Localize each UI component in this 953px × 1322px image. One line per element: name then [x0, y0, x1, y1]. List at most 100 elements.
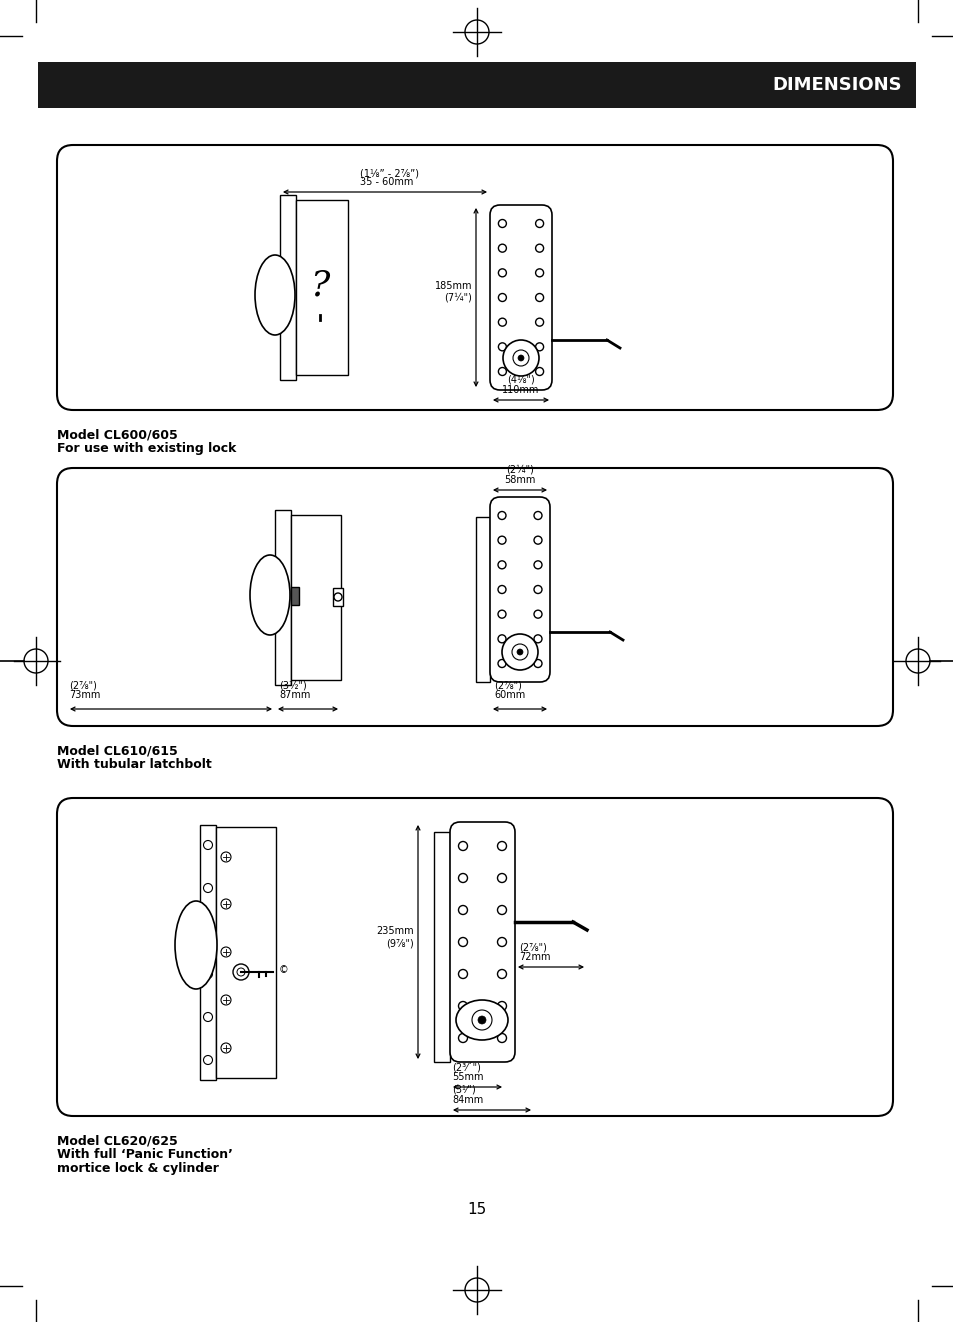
Circle shape: [458, 906, 467, 915]
Text: 60mm: 60mm: [494, 690, 525, 701]
Circle shape: [221, 947, 231, 957]
Text: mortice lock & cylinder: mortice lock & cylinder: [57, 1162, 218, 1175]
Circle shape: [458, 874, 467, 883]
Bar: [291, 587, 298, 605]
Circle shape: [203, 1013, 213, 1022]
Circle shape: [502, 340, 538, 375]
Text: (2³⁄΄"): (2³⁄΄"): [452, 1062, 480, 1072]
Text: Model CL620/625: Model CL620/625: [57, 1134, 177, 1147]
Circle shape: [534, 561, 541, 568]
Circle shape: [497, 874, 506, 883]
Circle shape: [497, 342, 506, 350]
Circle shape: [203, 883, 213, 892]
Text: Model CL600/605: Model CL600/605: [57, 428, 177, 442]
Circle shape: [203, 927, 213, 936]
Circle shape: [203, 841, 213, 850]
Circle shape: [477, 1017, 485, 1025]
Circle shape: [497, 635, 505, 642]
FancyBboxPatch shape: [57, 145, 892, 410]
Text: (3⅟"): (3⅟"): [452, 1085, 476, 1095]
Circle shape: [512, 644, 527, 660]
Text: (9⅞"): (9⅞"): [386, 939, 414, 948]
Circle shape: [458, 937, 467, 947]
Bar: [215, 828, 275, 1077]
Text: 58mm: 58mm: [504, 475, 536, 485]
Text: 84mm: 84mm: [452, 1095, 483, 1105]
Text: 73mm: 73mm: [69, 690, 100, 701]
Circle shape: [221, 851, 231, 862]
Text: With full ‘Panic Function’: With full ‘Panic Function’: [57, 1147, 233, 1161]
Text: (2⅞"): (2⅞"): [494, 680, 521, 690]
Circle shape: [497, 1002, 506, 1010]
FancyBboxPatch shape: [450, 822, 515, 1062]
Circle shape: [497, 586, 505, 594]
Text: 15: 15: [467, 1203, 486, 1218]
Circle shape: [497, 660, 505, 668]
Text: ©: ©: [278, 965, 289, 976]
Ellipse shape: [250, 555, 290, 635]
Circle shape: [221, 995, 231, 1005]
Text: (2⅞"): (2⅞"): [69, 680, 97, 690]
Text: (2⅞"): (2⅞"): [518, 943, 546, 952]
Circle shape: [497, 611, 505, 619]
Circle shape: [534, 611, 541, 619]
Circle shape: [535, 293, 543, 301]
Text: 185mm: 185mm: [434, 282, 472, 291]
Bar: [295, 200, 348, 375]
Circle shape: [472, 1010, 492, 1030]
Circle shape: [458, 1034, 467, 1043]
Bar: [291, 516, 340, 680]
Text: 35 - 60mm: 35 - 60mm: [359, 177, 413, 186]
Circle shape: [458, 842, 467, 850]
Circle shape: [535, 342, 543, 350]
Bar: [38, 62, 915, 108]
Bar: [274, 510, 291, 685]
Circle shape: [497, 268, 506, 276]
Circle shape: [535, 368, 543, 375]
Circle shape: [203, 1055, 213, 1064]
Circle shape: [497, 245, 506, 253]
Circle shape: [497, 219, 506, 227]
Text: With tubular latchbolt: With tubular latchbolt: [57, 758, 212, 771]
Circle shape: [497, 969, 506, 978]
Text: 235mm: 235mm: [376, 925, 414, 936]
Circle shape: [497, 842, 506, 850]
Circle shape: [513, 350, 529, 366]
Ellipse shape: [174, 902, 216, 989]
Circle shape: [497, 512, 505, 520]
Text: DIMENSIONS: DIMENSIONS: [772, 75, 901, 94]
Bar: [200, 825, 215, 1080]
Text: 87mm: 87mm: [278, 690, 310, 701]
Text: Model CL610/615: Model CL610/615: [57, 744, 177, 758]
Circle shape: [535, 319, 543, 327]
Text: ?: ?: [310, 268, 330, 301]
Circle shape: [534, 537, 541, 545]
Circle shape: [334, 594, 341, 602]
Circle shape: [517, 649, 522, 654]
Text: (2¼"): (2¼"): [505, 465, 534, 475]
Circle shape: [497, 561, 505, 568]
Bar: [476, 517, 490, 682]
Circle shape: [535, 219, 543, 227]
Circle shape: [535, 268, 543, 276]
Ellipse shape: [456, 999, 507, 1040]
Bar: [434, 832, 450, 1062]
Circle shape: [535, 245, 543, 253]
Circle shape: [203, 969, 213, 978]
Text: (7¼"): (7¼"): [444, 293, 472, 303]
FancyBboxPatch shape: [490, 205, 552, 390]
Text: 55mm: 55mm: [452, 1072, 483, 1081]
Circle shape: [458, 969, 467, 978]
Circle shape: [534, 660, 541, 668]
Bar: [280, 196, 295, 379]
Text: 72mm: 72mm: [518, 952, 550, 962]
Circle shape: [236, 968, 245, 976]
Circle shape: [534, 586, 541, 594]
Text: For use with existing lock: For use with existing lock: [57, 442, 236, 455]
Text: (4⅛"): (4⅛"): [507, 375, 535, 385]
Text: (1⅛” - 2⅞”): (1⅛” - 2⅞”): [359, 168, 418, 178]
Circle shape: [497, 537, 505, 545]
Circle shape: [517, 356, 523, 361]
Circle shape: [497, 368, 506, 375]
Circle shape: [233, 964, 249, 980]
